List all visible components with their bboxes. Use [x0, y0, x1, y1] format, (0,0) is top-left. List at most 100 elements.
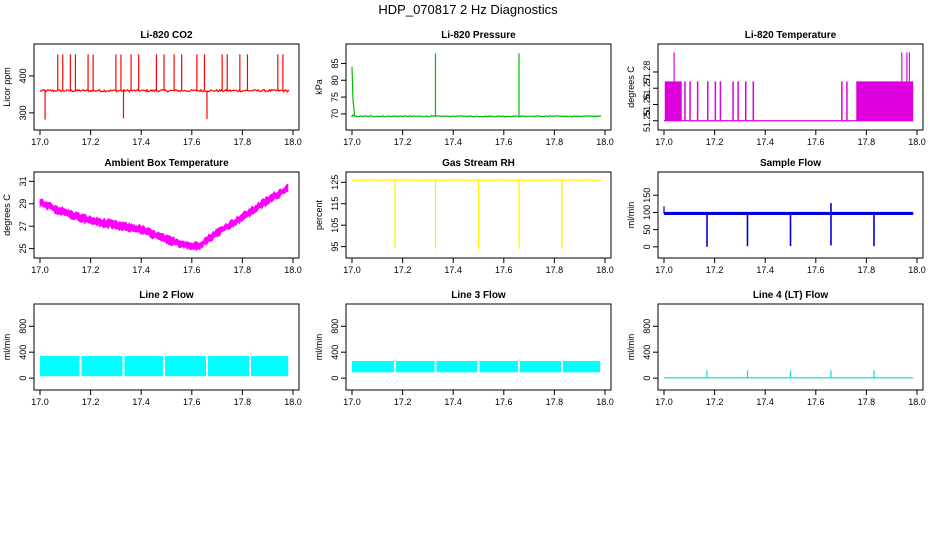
series: [352, 360, 601, 373]
y-tick-label: 51.27: [642, 77, 652, 100]
x-tick-label: 18.0: [284, 397, 302, 407]
x-tick-label: 17.6: [807, 137, 825, 147]
y-tick-label: 105: [330, 218, 340, 233]
y-axis-label: kPa: [314, 79, 324, 95]
figure-title: HDP_070817 2 Hz Diagnostics: [378, 2, 558, 17]
y-tick-label: 0: [330, 376, 340, 381]
x-tick-label: 17.8: [858, 137, 876, 147]
oscillation-bar: [719, 81, 722, 121]
y-axis-label: percent: [314, 199, 324, 230]
x-tick-label: 17.2: [82, 397, 100, 407]
oscillation-bar: [707, 81, 709, 121]
y-tick-label: 50: [642, 225, 652, 235]
panel-title: Li-820 Temperature: [745, 30, 837, 41]
x-tick-label: 17.2: [82, 137, 100, 147]
y-tick-label: 31: [18, 176, 28, 186]
series: [40, 356, 289, 377]
x-tick-label: 17.0: [31, 397, 49, 407]
panel-title: Li-820 CO2: [140, 30, 193, 41]
x-tick-label: 17.2: [82, 265, 100, 275]
x-tick-label: 17.2: [394, 397, 412, 407]
oscillation-bar: [696, 81, 699, 121]
x-tick-label: 17.2: [706, 137, 724, 147]
flow-block: [436, 360, 478, 373]
x-tick-label: 18.0: [596, 265, 614, 275]
flow-block: [352, 360, 394, 373]
oscillation-band: [664, 81, 682, 121]
panel-9: Line 4 (LT) Flow 17.0 17.2 17.4 17.6 17.8 18.0…: [626, 290, 926, 407]
x-tick-label: 18.0: [908, 265, 926, 275]
y-tick-label: 800: [330, 319, 340, 334]
series-line: [350, 66, 602, 118]
panel-3: Li-820 Temperature 17.0 17.2 17.4 17.6 17.8 18…: [626, 30, 926, 147]
x-tick-label: 18.0: [596, 397, 614, 407]
series: [664, 52, 914, 122]
x-tick-label: 17.8: [858, 265, 876, 275]
plot-frame: [345, 303, 612, 391]
panel-2: Li-820 Pressure 17.0 17.2 17.4 17.6 17.8 18.0 7…: [314, 30, 614, 147]
x-tick-label: 17.4: [444, 397, 462, 407]
series: [39, 183, 289, 252]
x-tick-label: 18.0: [284, 137, 302, 147]
x-tick-label: 17.4: [756, 397, 774, 407]
x-tick-label: 17.6: [807, 265, 825, 275]
plot-frame: [33, 303, 300, 391]
x-tick-label: 17.6: [495, 137, 513, 147]
x-tick-label: 17.6: [495, 265, 513, 275]
y-tick-label: 125: [330, 175, 340, 190]
y-tick-label: 51.26: [642, 93, 652, 116]
plot-frame: [33, 43, 300, 131]
oscillation-bar: [752, 81, 755, 121]
series: [350, 53, 602, 118]
y-tick-label: 80: [330, 75, 340, 85]
x-tick-label: 17.2: [706, 397, 724, 407]
x-tick-label: 17.8: [234, 137, 252, 147]
series: [352, 179, 602, 249]
flow-block: [396, 360, 435, 373]
oscillation-bar: [689, 81, 691, 121]
y-axis-label: ml/min: [626, 202, 636, 229]
panel-title: Line 2 Flow: [139, 290, 194, 301]
flow-block: [251, 356, 289, 377]
x-tick-label: 17.0: [343, 265, 361, 275]
x-tick-label: 17.8: [546, 397, 564, 407]
y-tick-label: 400: [642, 345, 652, 360]
panel-5: Gas Stream RH 17.0 17.2 17.4 17.6 17.8 18.0 95 1…: [314, 158, 614, 275]
panel-4: Ambient Box Temperature 17.0 17.2 17.4 17.6 1…: [2, 158, 302, 275]
y-tick-label: 25: [18, 244, 28, 254]
plot-frame: [657, 303, 924, 391]
oscillation-bar: [737, 81, 739, 121]
y-tick-label: 51.25: [642, 109, 652, 132]
x-tick-label: 17.2: [394, 265, 412, 275]
x-tick-label: 17.4: [132, 137, 150, 147]
x-tick-label: 17.8: [546, 265, 564, 275]
x-tick-label: 17.0: [655, 137, 673, 147]
x-tick-label: 18.0: [596, 137, 614, 147]
x-tick-label: 18.0: [908, 137, 926, 147]
x-tick-label: 17.4: [132, 265, 150, 275]
y-tick-label: 400: [18, 345, 28, 360]
y-tick-label: 400: [18, 68, 28, 83]
x-tick-label: 17.4: [444, 265, 462, 275]
y-tick-label: 100: [642, 205, 652, 220]
flow-block: [479, 360, 518, 373]
y-tick-label: 0: [642, 376, 652, 381]
x-tick-label: 18.0: [908, 397, 926, 407]
y-tick-label: 0: [18, 376, 28, 381]
x-tick-label: 17.6: [183, 265, 201, 275]
panel-title: Gas Stream RH: [442, 158, 515, 169]
plot-frame: [345, 171, 612, 259]
flow-block: [164, 356, 206, 377]
x-tick-label: 17.8: [546, 137, 564, 147]
oscillation-bar: [841, 81, 843, 121]
series: [664, 370, 914, 379]
y-tick-label: 150: [642, 188, 652, 203]
plot-frame: [33, 171, 300, 259]
y-axis-label: ml/min: [314, 334, 324, 361]
panel-title: Ambient Box Temperature: [104, 158, 229, 169]
series-line: [352, 179, 602, 182]
flow-block: [563, 360, 601, 373]
x-tick-label: 17.2: [394, 137, 412, 147]
x-tick-label: 17.8: [858, 397, 876, 407]
